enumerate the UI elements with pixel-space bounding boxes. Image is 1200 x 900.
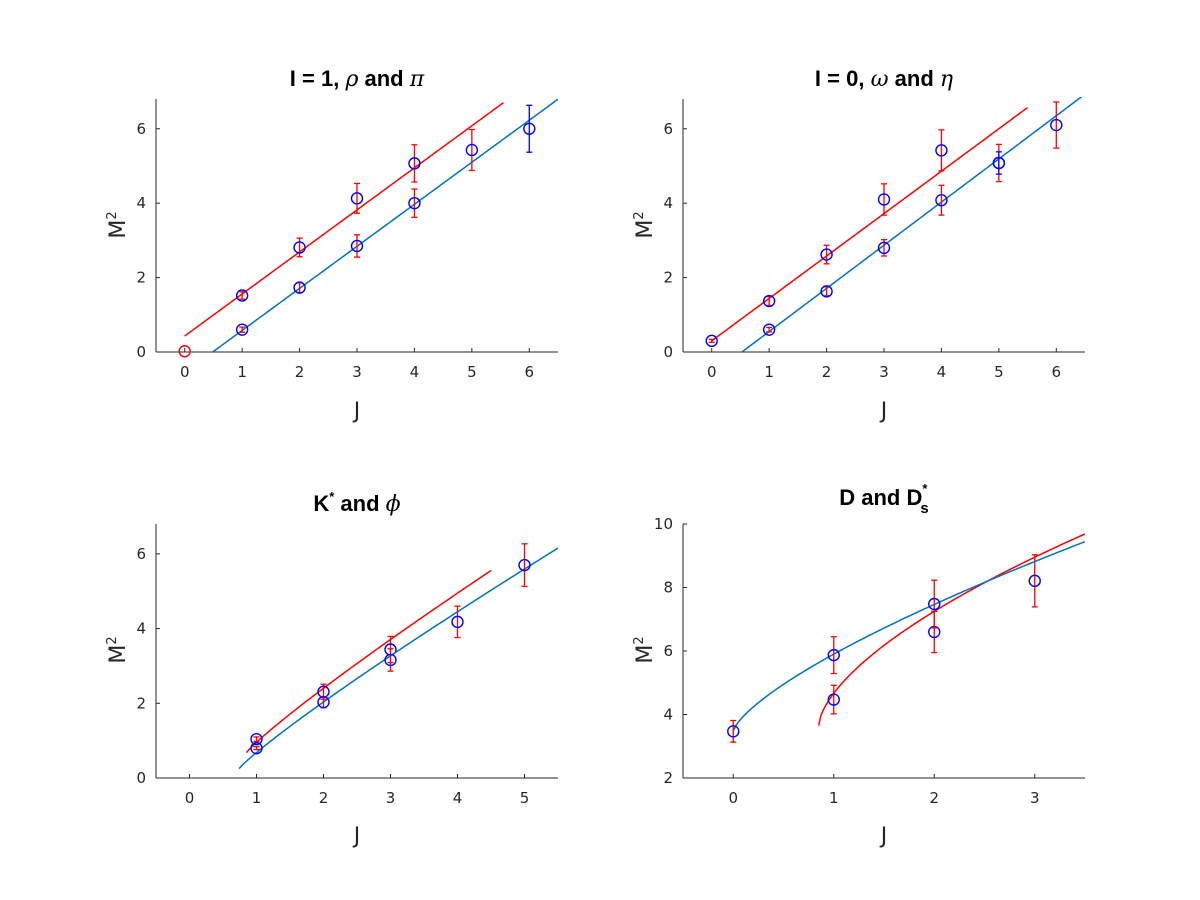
- y-tick-label: 8: [663, 579, 673, 597]
- data-point: [1050, 118, 1063, 132]
- x-axis-label: J: [879, 824, 888, 849]
- x-tick-label: 1: [237, 363, 247, 381]
- x-tick-label: 1: [829, 789, 839, 807]
- data-point: [877, 193, 891, 206]
- data-point: [877, 241, 891, 255]
- series-line: [817, 533, 1085, 726]
- data-point: [350, 192, 364, 205]
- x-tick-label: 4: [453, 789, 463, 807]
- panel-title: I = 0, ω and η: [815, 66, 953, 92]
- data-point: [827, 648, 840, 662]
- data-point: [451, 615, 464, 629]
- data-point: [465, 143, 479, 157]
- panel-title: D and D* s: [839, 481, 929, 517]
- x-tick-label: 1: [252, 789, 262, 807]
- x-tick-label: 0: [728, 789, 738, 807]
- x-tick-label: 0: [707, 363, 717, 381]
- data-point: [935, 144, 948, 157]
- x-tick-label: 6: [525, 363, 535, 381]
- panel-title: I = 1, ρ and π: [290, 66, 425, 92]
- x-tick-label: 3: [386, 789, 396, 807]
- data-point: [928, 597, 941, 611]
- y-tick-label: 4: [136, 620, 146, 638]
- y-tick-label: 4: [136, 194, 146, 212]
- series-line: [238, 547, 558, 770]
- data-point: [293, 241, 306, 254]
- y-tick-label: 2: [136, 269, 146, 287]
- data-point: [384, 653, 397, 667]
- data-point: [350, 239, 364, 253]
- y-tick-label: 6: [136, 120, 146, 138]
- series-line: [245, 569, 492, 754]
- data-point: [762, 323, 776, 336]
- data-point: [935, 193, 948, 207]
- data-point: [250, 741, 263, 755]
- data-point: [408, 196, 421, 210]
- x-tick-label: 4: [937, 363, 947, 381]
- x-tick-label: 0: [185, 789, 195, 807]
- y-tick-label: 6: [663, 642, 673, 660]
- x-tick-label: 0: [180, 363, 190, 381]
- data-point: [317, 695, 330, 709]
- data-point: [178, 345, 191, 358]
- x-tick-label: 3: [879, 363, 889, 381]
- x-axis-label: J: [879, 399, 888, 424]
- y-tick-label: 0: [136, 769, 146, 787]
- data-point: [827, 693, 840, 706]
- y-tick-label: 0: [663, 343, 673, 361]
- y-axis-label: M2: [632, 636, 658, 663]
- y-axis-label: M2: [105, 211, 131, 238]
- data-point: [705, 334, 718, 348]
- series-line: [212, 98, 558, 352]
- panel-kstar-phi: K* and ϕ J M2 0 1 2 3 4 5 0 2 4 6: [105, 489, 558, 849]
- y-tick-label: 10: [654, 515, 673, 533]
- x-tick-label: 2: [295, 363, 305, 381]
- x-tick-label: 1: [764, 363, 774, 381]
- y-tick-label: 2: [136, 694, 146, 712]
- panel-rho-pi: I = 1, ρ and π J M2 0 1 2 3 4 5 6 0 2 4 6: [105, 66, 558, 424]
- data-point: [235, 323, 249, 336]
- y-tick-label: 4: [663, 706, 673, 724]
- y-tick-label: 2: [663, 269, 673, 287]
- panel-title: K* and ϕ: [313, 489, 400, 517]
- x-tick-label: 2: [822, 363, 832, 381]
- x-tick-label: 5: [467, 363, 477, 381]
- series-line: [732, 540, 1085, 732]
- panel-d-ds: D and D* s J M2 0 1 2 3 2 4 6 8 10: [632, 481, 1085, 849]
- panel-omega-eta: I = 0, ω and η J M2 0 1 2 3 4 5 6 0 2 4 6: [632, 66, 1085, 424]
- data-point: [235, 289, 249, 302]
- data-point: [727, 725, 740, 738]
- x-tick-label: 2: [929, 789, 939, 807]
- y-tick-label: 6: [136, 545, 146, 563]
- data-point: [293, 281, 306, 294]
- x-tick-label: 5: [994, 363, 1004, 381]
- x-tick-label: 6: [1052, 363, 1062, 381]
- data-point: [518, 558, 531, 572]
- y-tick-label: 4: [663, 194, 673, 212]
- data-point: [820, 285, 833, 298]
- x-tick-label: 4: [410, 363, 420, 381]
- x-tick-label: 5: [520, 789, 530, 807]
- x-tick-label: 2: [319, 789, 329, 807]
- data-point: [408, 157, 421, 170]
- y-tick-label: 6: [663, 120, 673, 138]
- data-point: [820, 248, 833, 261]
- series-line: [184, 102, 504, 337]
- x-axis-label: J: [352, 824, 361, 849]
- y-axis-label: M2: [105, 636, 131, 663]
- data-point: [1028, 574, 1041, 588]
- data-point: [523, 122, 536, 135]
- data-point: [992, 156, 1006, 170]
- series-line: [741, 97, 1083, 352]
- y-axis-label: M2: [632, 211, 658, 238]
- y-tick-label: 2: [663, 769, 673, 787]
- x-tick-label: 3: [1030, 789, 1040, 807]
- y-tick-label: 0: [136, 343, 146, 361]
- x-tick-label: 3: [352, 363, 362, 381]
- data-point: [762, 294, 776, 308]
- data-point: [250, 732, 263, 746]
- x-axis-label: J: [352, 399, 361, 424]
